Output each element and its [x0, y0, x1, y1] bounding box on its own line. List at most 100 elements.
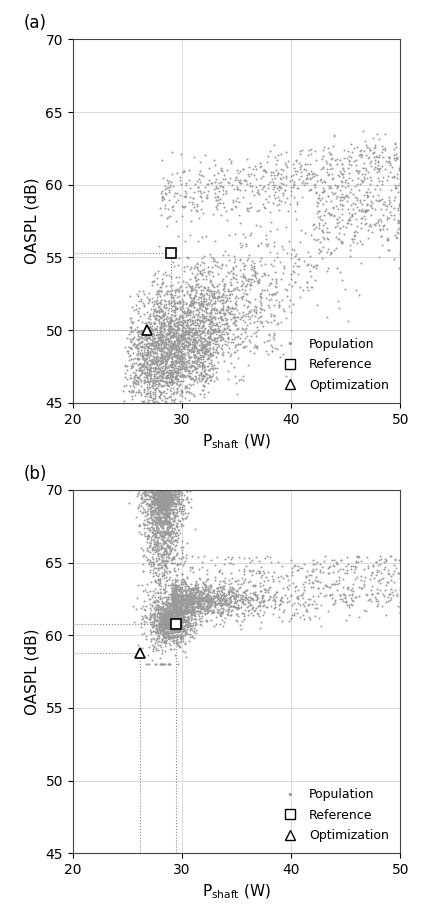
Point	[201, 288, 208, 302]
Point	[209, 335, 216, 350]
Point	[183, 626, 190, 640]
Point	[177, 603, 184, 617]
Point	[170, 297, 177, 311]
Point	[174, 596, 181, 611]
Point	[221, 306, 228, 321]
Point	[121, 378, 128, 393]
Point	[182, 600, 189, 615]
Point	[219, 338, 226, 353]
Point	[155, 561, 162, 575]
Point	[184, 615, 191, 629]
Point	[134, 577, 141, 592]
Point	[304, 168, 311, 182]
Point	[175, 318, 181, 333]
Point	[380, 149, 387, 164]
Point	[157, 333, 164, 348]
Point	[294, 267, 301, 281]
Point	[184, 627, 191, 641]
Point	[161, 496, 168, 511]
Point	[143, 348, 150, 363]
Point	[182, 322, 189, 337]
Point	[179, 579, 185, 594]
Point	[237, 278, 244, 293]
Point	[143, 351, 150, 365]
Point	[172, 510, 179, 525]
Point	[172, 601, 179, 616]
Point	[163, 360, 170, 375]
Point	[212, 343, 219, 357]
Point	[235, 194, 242, 209]
Point	[378, 173, 385, 188]
Point	[161, 603, 167, 617]
Point	[164, 495, 170, 509]
Point	[156, 361, 162, 376]
Point	[181, 368, 187, 383]
Point	[377, 228, 384, 243]
Point	[155, 619, 162, 634]
Point	[161, 488, 167, 503]
Point	[139, 492, 145, 507]
Point	[258, 251, 265, 266]
Point	[165, 599, 171, 614]
Point	[159, 516, 166, 530]
Point	[173, 494, 180, 508]
Point	[276, 255, 283, 269]
Point	[211, 589, 218, 604]
Point	[396, 197, 402, 212]
Point	[147, 367, 153, 382]
Point	[167, 310, 174, 324]
Point	[156, 496, 163, 510]
Point	[158, 336, 165, 351]
Point	[291, 190, 298, 204]
Point	[159, 609, 166, 624]
Point	[258, 594, 265, 608]
Point	[198, 190, 205, 204]
Point	[165, 370, 171, 385]
Point	[151, 514, 158, 529]
Point	[200, 387, 207, 402]
Point	[159, 493, 166, 507]
Point	[205, 183, 212, 198]
Point	[355, 589, 362, 604]
Point	[158, 352, 165, 366]
Point	[144, 328, 151, 343]
Point	[195, 307, 202, 322]
Point	[178, 352, 184, 366]
Point	[193, 355, 200, 370]
Point	[216, 584, 223, 599]
Point	[218, 606, 224, 621]
Point	[190, 624, 197, 638]
Point	[157, 614, 164, 628]
Point	[316, 204, 323, 219]
Point	[159, 324, 166, 339]
Point	[154, 498, 161, 513]
Point	[221, 322, 228, 336]
Point	[199, 345, 206, 360]
Point	[207, 594, 214, 608]
Point	[221, 594, 228, 608]
Point	[150, 306, 156, 321]
Point	[259, 283, 265, 298]
Point	[178, 496, 185, 511]
Point	[340, 164, 347, 179]
Point	[130, 373, 137, 387]
Point	[181, 606, 188, 621]
Point	[203, 579, 210, 594]
Point	[184, 327, 190, 342]
Point	[217, 311, 224, 326]
Point	[178, 301, 185, 316]
Point	[165, 342, 171, 356]
Point	[162, 513, 169, 528]
Point	[162, 616, 169, 631]
Point	[196, 387, 203, 401]
Point	[201, 364, 207, 378]
Point	[159, 603, 165, 617]
Point	[171, 292, 178, 307]
Point	[148, 301, 155, 316]
Point	[248, 200, 255, 214]
Point	[173, 617, 180, 632]
Point	[130, 302, 137, 317]
Point	[198, 302, 205, 317]
Point	[171, 613, 178, 627]
Point	[201, 314, 207, 329]
